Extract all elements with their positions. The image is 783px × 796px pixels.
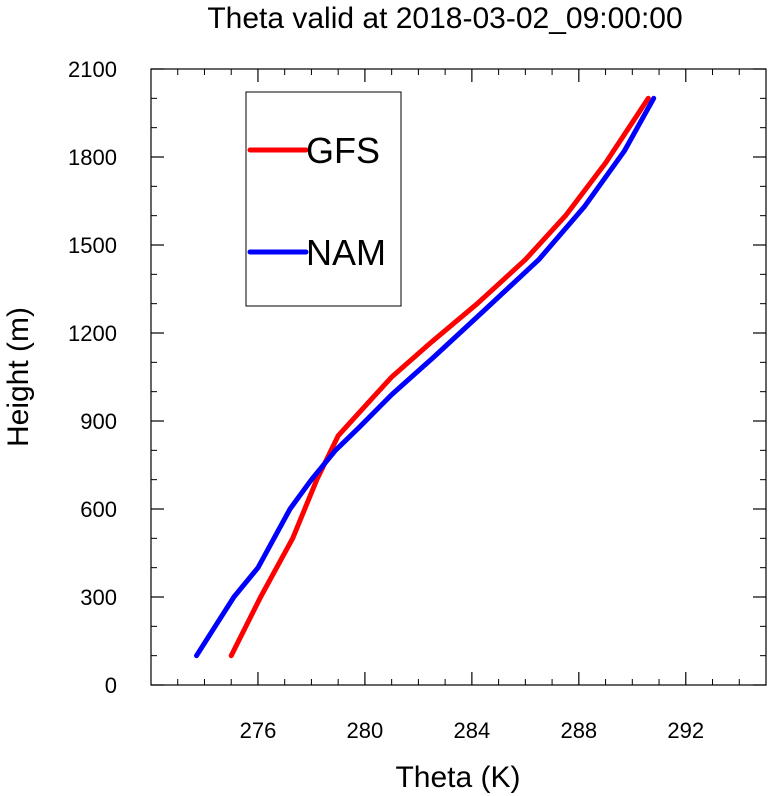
y-tick-label: 1200 xyxy=(68,321,117,346)
legend-box xyxy=(245,91,402,307)
chart-title: Theta valid at 2018-03-02_09:00:00 xyxy=(207,2,682,35)
x-tick-label: 280 xyxy=(347,718,384,743)
y-tick-label: 1500 xyxy=(68,233,117,258)
legend-label-nam: NAM xyxy=(306,232,386,273)
series-line-gfs xyxy=(228,95,651,659)
x-tick-label: 276 xyxy=(240,718,277,743)
y-tick-label: 900 xyxy=(80,409,117,434)
x-tick-label: 284 xyxy=(454,718,491,743)
y-tick-label: 600 xyxy=(80,497,117,522)
plot-frame xyxy=(150,68,767,686)
x-tick-label: 292 xyxy=(667,718,704,743)
y-tick-label: 300 xyxy=(80,585,117,610)
y-tick-label: 2100 xyxy=(68,57,117,82)
x-tick-labels: 276 280 284 288 292 xyxy=(240,718,705,743)
y-tick-labels: 0 300 600 900 1200 1500 1800 2100 xyxy=(68,57,117,698)
series-lines xyxy=(194,95,657,659)
x-axis-label: Theta (K) xyxy=(395,761,520,794)
series-line-nam xyxy=(194,95,657,659)
plot-border xyxy=(150,68,767,686)
y-tick-label: 0 xyxy=(105,673,117,698)
major-ticks xyxy=(151,68,766,686)
legend: GFS NAM xyxy=(245,91,402,307)
legend-label-gfs: GFS xyxy=(306,130,380,171)
x-tick-label: 288 xyxy=(560,718,597,743)
minor-ticks xyxy=(150,69,767,685)
y-tick-label: 1800 xyxy=(68,145,117,170)
y-axis-label: Height (m) xyxy=(2,307,35,447)
